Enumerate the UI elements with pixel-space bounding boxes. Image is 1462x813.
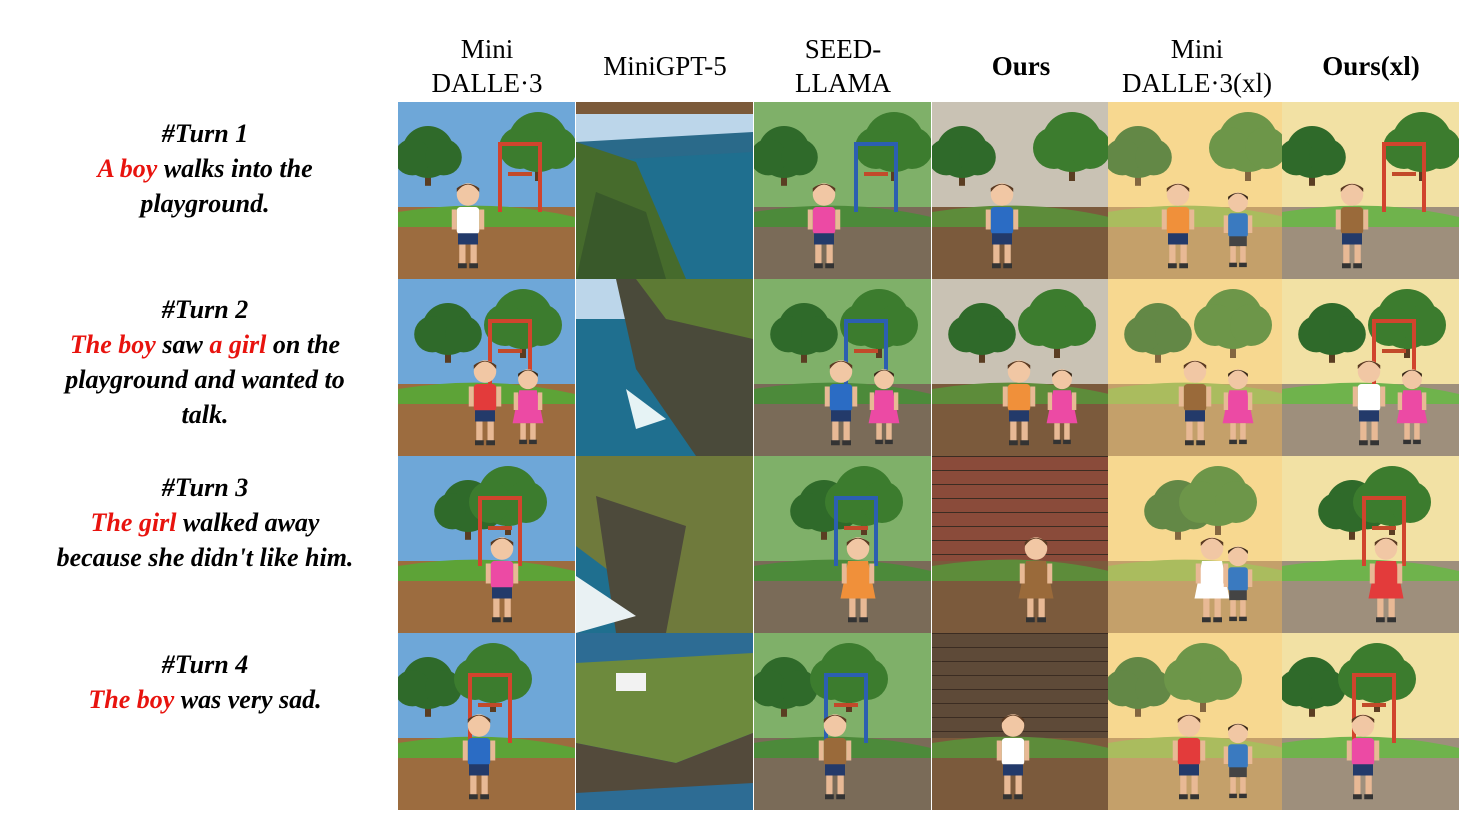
column-header: SEED- LLAMA xyxy=(754,30,932,102)
generated-image-graphic xyxy=(576,456,753,633)
generated-image-graphic xyxy=(1108,102,1285,279)
generated-image-graphic xyxy=(932,279,1109,456)
highlighted-entity: The boy xyxy=(69,330,156,359)
generated-image-graphic xyxy=(576,279,753,456)
turn-text-line: playground and wanted to xyxy=(20,362,390,397)
generated-image xyxy=(1108,279,1285,456)
generated-image-graphic xyxy=(398,279,575,456)
highlighted-entity: A boy xyxy=(97,154,158,183)
turn-text-line: The girl walked away xyxy=(20,505,390,540)
generated-image-graphic xyxy=(754,456,931,633)
generated-image-graphic xyxy=(398,102,575,279)
turn-text-line: The boy saw a girl on the xyxy=(20,327,390,362)
generated-image xyxy=(1282,279,1459,456)
generated-image-graphic xyxy=(932,102,1109,279)
turn-prompt: #Turn 3 The girl walked away because she d… xyxy=(20,470,390,575)
column-header-line: DALLE·3(xl) xyxy=(1122,68,1272,98)
turn-text-line: The boy was very sad. xyxy=(20,682,390,717)
generated-image xyxy=(398,456,575,633)
generated-image xyxy=(754,633,931,810)
generated-image-graphic xyxy=(932,633,1109,810)
generated-image-graphic xyxy=(754,279,931,456)
generated-image xyxy=(398,279,575,456)
generated-image xyxy=(932,102,1109,279)
generated-image-graphic xyxy=(1282,633,1459,810)
column-header-line: Mini xyxy=(1170,34,1224,64)
prompt-text: playground. xyxy=(140,189,270,218)
column-header: Ours(xl) xyxy=(1282,30,1460,102)
column-header-line: LLAMA xyxy=(795,68,891,98)
turn-text-line: because she didn't like him. xyxy=(20,540,390,575)
generated-image-graphic xyxy=(1282,102,1459,279)
generated-image-graphic xyxy=(754,102,931,279)
generated-image xyxy=(576,633,753,810)
highlighted-entity: a girl xyxy=(209,330,267,359)
column-header: Ours xyxy=(932,30,1110,102)
turn-text-line: A boy walks into the xyxy=(20,151,390,186)
generated-image-graphic xyxy=(576,633,753,810)
generated-image-graphic xyxy=(754,633,931,810)
generated-image xyxy=(1108,102,1285,279)
turn-prompt: #Turn 4 The boy was very sad. xyxy=(20,647,390,717)
column-header-line: Ours xyxy=(991,51,1051,81)
generated-image-graphic xyxy=(1108,279,1285,456)
turn-text-line: talk. xyxy=(20,397,390,432)
generated-image xyxy=(1282,633,1459,810)
turn-label: #Turn 4 xyxy=(161,650,249,679)
prompt-text: because she didn't like him. xyxy=(56,543,354,572)
prompt-text: saw xyxy=(155,330,210,359)
prompt-text: was very sad. xyxy=(174,685,322,714)
generated-image xyxy=(932,456,1109,633)
turn-label: #Turn 1 xyxy=(161,119,249,148)
generated-image xyxy=(398,633,575,810)
generated-image xyxy=(932,633,1109,810)
column-header: Mini DALLE·3 xyxy=(398,30,576,102)
turn-text-line: playground. xyxy=(20,186,390,221)
generated-image xyxy=(576,279,753,456)
generated-image xyxy=(754,279,931,456)
generated-image-graphic xyxy=(1108,456,1285,633)
generated-image xyxy=(754,102,931,279)
generated-image xyxy=(1282,456,1459,633)
prompt-text: talk. xyxy=(181,400,229,429)
generated-image xyxy=(1282,102,1459,279)
generated-image xyxy=(398,102,575,279)
column-header-line: Ours(xl) xyxy=(1322,51,1420,81)
generated-image-graphic xyxy=(398,633,575,810)
generated-image-graphic xyxy=(932,456,1109,633)
generated-image-graphic xyxy=(1282,456,1459,633)
turn-label: #Turn 3 xyxy=(161,473,249,502)
turn-label: #Turn 2 xyxy=(161,295,249,324)
generated-image-graphic xyxy=(1282,279,1459,456)
generated-image-graphic xyxy=(576,102,753,279)
prompt-text: walked away xyxy=(176,508,320,537)
column-header: Mini DALLE·3(xl) xyxy=(1108,30,1286,102)
generated-image xyxy=(932,279,1109,456)
prompt-text: playground and wanted to xyxy=(65,365,345,394)
column-header-line: MiniGPT-5 xyxy=(603,51,727,81)
column-header-line: Mini xyxy=(460,34,514,64)
generated-image xyxy=(1108,633,1285,810)
generated-image xyxy=(754,456,931,633)
column-header: MiniGPT-5 xyxy=(576,30,754,102)
column-header-line: DALLE·3 xyxy=(431,68,543,98)
prompt-text: walks into the xyxy=(157,154,313,183)
prompt-text: on the xyxy=(266,330,341,359)
generated-image xyxy=(576,456,753,633)
generated-image-graphic xyxy=(1108,633,1285,810)
turn-prompt: #Turn 2 The boy saw a girl on the playgrou… xyxy=(20,292,390,432)
highlighted-entity: The girl xyxy=(90,508,177,537)
generated-image xyxy=(1108,456,1285,633)
column-header-line: SEED- xyxy=(804,34,882,64)
generated-image-graphic xyxy=(398,456,575,633)
generated-image xyxy=(576,102,753,279)
highlighted-entity: The boy xyxy=(88,685,175,714)
